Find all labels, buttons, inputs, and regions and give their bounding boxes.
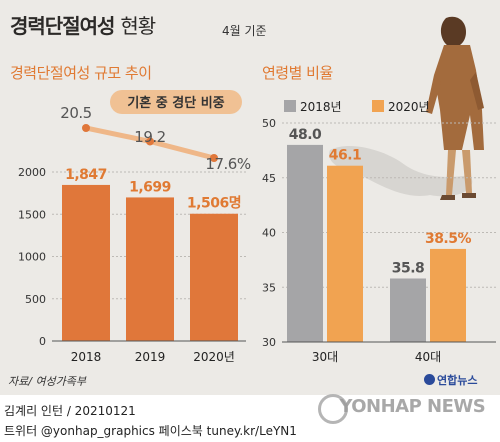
right-x-tick-label: 40대	[415, 350, 441, 364]
left-bar	[190, 213, 238, 341]
right-y-tick-label: 35	[262, 281, 276, 294]
left-y-tick-label: 500	[25, 293, 46, 306]
left-chart-subtitle: 경력단절여성 규모 추이	[10, 64, 152, 82]
left-line-legend-pill	[110, 90, 242, 114]
right-bar-value-label: 46.1	[329, 148, 362, 164]
right-x-tick-label: 30대	[312, 350, 338, 364]
right-bar-value-label: 35.8	[392, 260, 425, 276]
watermark: YONHAP NEWS	[339, 396, 486, 417]
right-y-tick-label: 30	[262, 336, 276, 349]
left-chart: 0 500 1000 1500 2000 1,847 2018 1,699 2019 1,506명…	[18, 90, 251, 364]
right-bar	[287, 144, 323, 342]
left-line-point	[210, 154, 218, 162]
right-legend-label: 2020년	[388, 100, 430, 114]
date-note: 4월 기준	[222, 24, 267, 38]
left-y-tick-label: 1000	[18, 251, 46, 264]
page-title: 경력단절여성 현황	[10, 14, 156, 38]
left-line-value-label: 19.2	[134, 128, 165, 146]
left-x-tick-label: 2020년	[193, 350, 235, 364]
left-bar-value-label: 1,847	[65, 167, 107, 183]
left-y-tick-label: 2000	[18, 166, 46, 179]
left-y-tick-label: 0	[39, 335, 46, 348]
left-line-value-label: 20.5	[60, 104, 91, 122]
left-bar-value-label: 1,506명	[187, 195, 241, 212]
left-bar	[126, 197, 174, 341]
left-x-tick-label: 2019	[135, 350, 166, 364]
credit-line-1: 김계리 인턴 / 20210121	[4, 404, 136, 418]
right-chart: 30 35 40 45 50 48.0 35.8 46.1 38.5% 30대 40대 2018년 20…	[262, 100, 496, 364]
decoration-layer: 0 500 1000 1500 2000 1,847 2018 1,699 2019 1,506명…	[18, 16, 496, 364]
credit-line-2: 트위터 @yonhap_graphics 페이스북 tuney.kr/LeYN1	[4, 424, 297, 438]
woman-figure-icon	[426, 16, 484, 200]
right-y-tick-label: 40	[262, 227, 276, 240]
right-y-tick-label: 50	[262, 117, 276, 130]
woman-shadow-icon	[329, 145, 473, 197]
yonhap-logo: 연합뉴스	[424, 372, 477, 388]
right-bar	[390, 278, 426, 342]
left-bar	[62, 184, 110, 341]
right-legend-swatch	[284, 100, 296, 112]
left-line-point	[82, 124, 90, 132]
source-note: 자료/ 여성가족부	[8, 375, 87, 388]
right-bar	[327, 165, 363, 342]
right-chart-subtitle: 연령별 비율	[262, 64, 333, 82]
right-y-tick-label: 45	[262, 172, 276, 185]
right-legend-label: 2018년	[300, 100, 342, 114]
left-x-tick-label: 2018	[71, 350, 102, 364]
left-line-legend-label: 기혼 중 경단 비중	[127, 95, 224, 111]
right-bar	[430, 248, 466, 342]
right-bar-value-label: 38.5%	[425, 231, 472, 247]
right-legend-swatch	[372, 100, 384, 112]
left-bar-value-label: 1,699	[129, 179, 171, 195]
logo-dot-icon	[424, 374, 435, 385]
footer-panel	[0, 395, 500, 442]
left-line-value-label: 17.6%	[205, 155, 250, 173]
right-bar-value-label: 48.0	[289, 127, 322, 143]
watermark-circle-icon	[318, 394, 348, 424]
left-y-tick-label: 1500	[18, 208, 46, 221]
left-line-point	[146, 137, 154, 146]
